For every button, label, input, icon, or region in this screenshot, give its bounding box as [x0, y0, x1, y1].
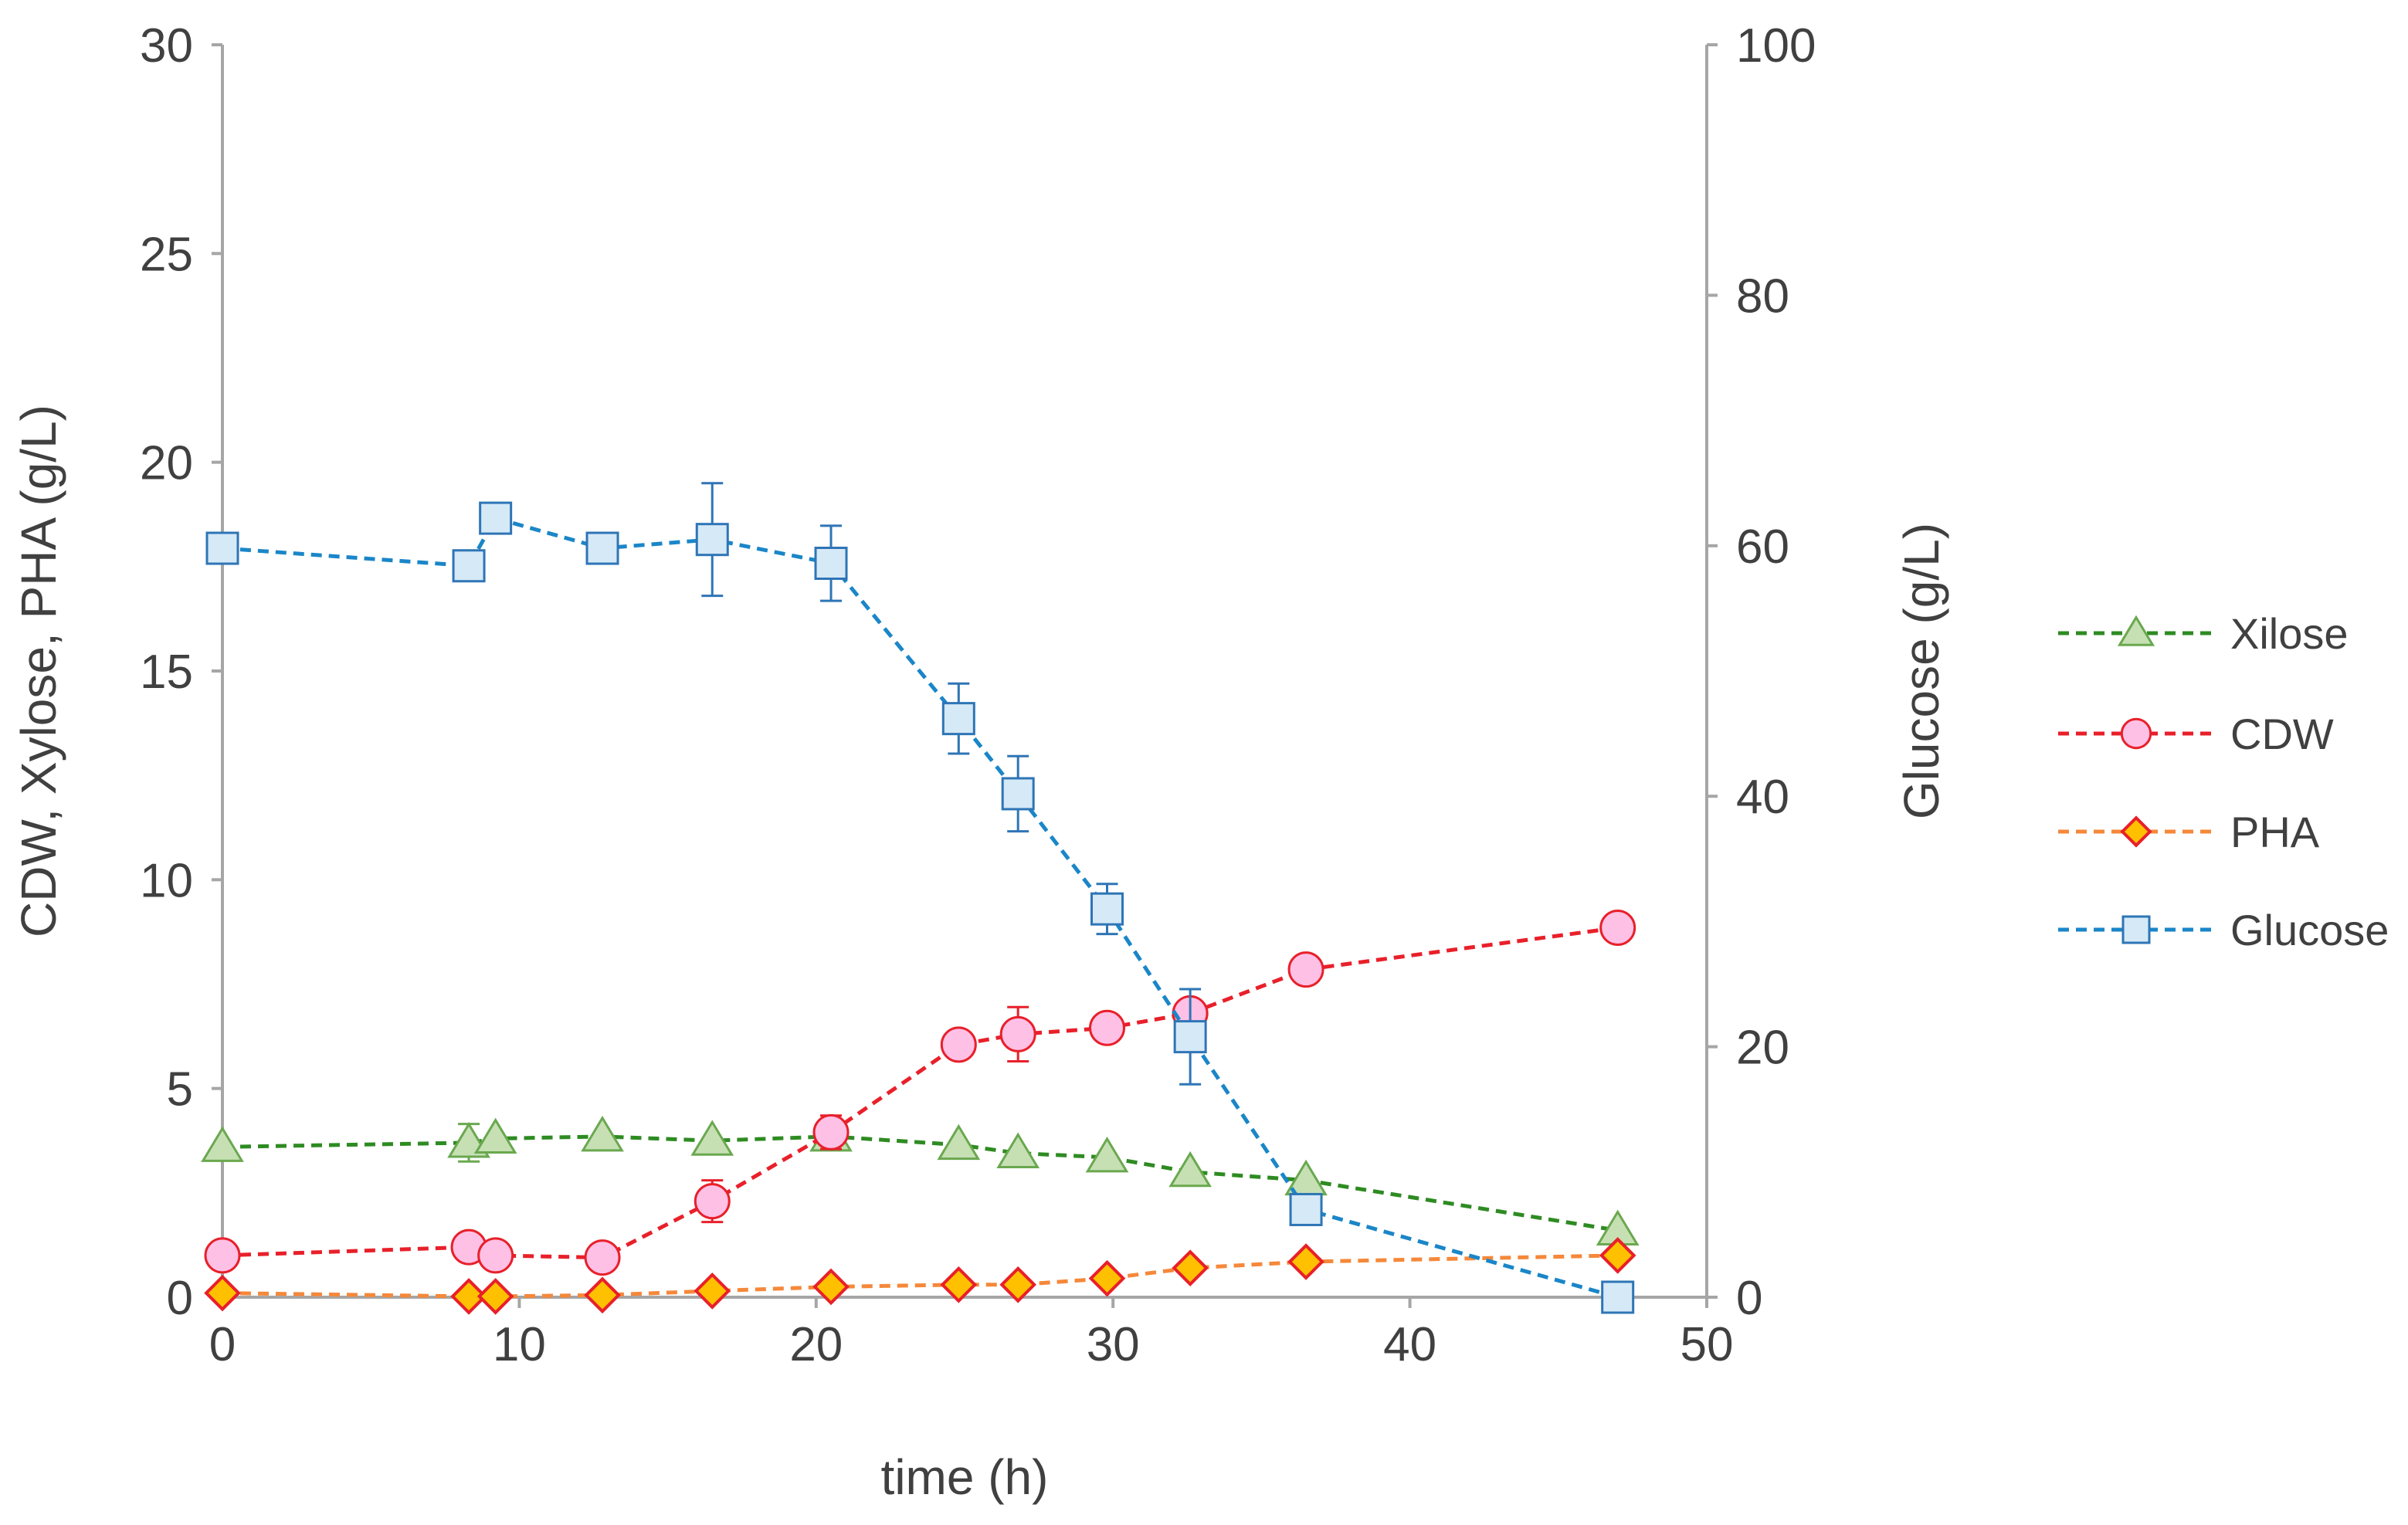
legend-label: Glucose [2230, 906, 2389, 954]
xilose-point [1168, 1151, 1212, 1188]
pha-point [1287, 1243, 1324, 1280]
glucose-point [941, 702, 975, 736]
series-cdw [204, 910, 1636, 1276]
glucose-point [1090, 892, 1124, 926]
series-layer [201, 482, 1640, 1315]
y-left-axis-title: CDW, Xylose, PHA (g/L) [11, 405, 66, 937]
y-left-tick-label: 20 [140, 437, 193, 490]
series-xilose [201, 1115, 1640, 1245]
pha-line [222, 1253, 1618, 1299]
legend-label: Xilose [2230, 609, 2349, 658]
glucose-point [1001, 777, 1035, 811]
glucose-point [205, 531, 239, 565]
pha-point [584, 1276, 621, 1314]
y-left-tick-label: 25 [140, 228, 193, 281]
x-tick-label: 20 [789, 1318, 843, 1371]
glucose-point [479, 501, 513, 535]
cdw-point [999, 1015, 1036, 1052]
cdw-point [477, 1237, 514, 1274]
series-glucose [205, 482, 1635, 1314]
glucose-point [1289, 1192, 1323, 1226]
x-tick-label: 30 [1087, 1318, 1140, 1371]
x-tick-label: 50 [1681, 1318, 1734, 1371]
y-right-tick-label: 0 [1736, 1272, 1762, 1325]
cdw-line [222, 926, 1619, 1260]
legend-marker [2121, 915, 2151, 944]
pha-point [999, 1266, 1037, 1303]
y-right-axis-title: Glucose (g/L) [1894, 523, 1949, 819]
y-right-tick-label: 60 [1736, 520, 1789, 574]
x-tick-label: 40 [1383, 1318, 1436, 1371]
series-pha [204, 1237, 1636, 1315]
pha-point [1088, 1259, 1126, 1297]
xilose-point [690, 1120, 734, 1156]
xilose-point [581, 1115, 624, 1152]
xilose-point [1085, 1136, 1129, 1173]
xilose-point [473, 1117, 517, 1154]
y-left-tick-label: 15 [140, 646, 193, 699]
pha-point [1599, 1237, 1636, 1274]
pha-point [940, 1266, 978, 1303]
glucose-point [1601, 1280, 1635, 1314]
glucose-point [814, 547, 848, 581]
pha-point [450, 1278, 487, 1315]
cdw-point [1089, 1009, 1126, 1046]
y-left-tick-label: 5 [167, 1063, 193, 1117]
y-left-tick-label: 0 [167, 1272, 193, 1325]
pha-point [204, 1274, 241, 1312]
cdw-point [694, 1183, 731, 1220]
cdw-point [1599, 910, 1636, 947]
cdw-point [940, 1026, 977, 1063]
legend-label: PHA [2230, 808, 2320, 856]
pha-point [1172, 1249, 1209, 1286]
cdw-point [584, 1239, 621, 1276]
glucose-point [1173, 1020, 1207, 1054]
pha-point [477, 1278, 514, 1315]
cdw-point [204, 1237, 241, 1274]
x-tick-label: 10 [493, 1318, 546, 1371]
glucose-point [452, 549, 486, 583]
x-tick-label: 0 [209, 1318, 236, 1371]
legend-item-xilose: Xilose [2058, 609, 2349, 658]
y-left-tick-label: 10 [140, 854, 193, 907]
xilose-line [222, 1134, 1619, 1232]
xilose-point [937, 1123, 981, 1161]
y-right-tick-label: 20 [1736, 1022, 1789, 1075]
legend-item-glucose: Glucose [2058, 906, 2389, 954]
xilose-point [201, 1126, 244, 1162]
glucose-line [222, 516, 1619, 1300]
cdw-point [1287, 951, 1324, 988]
y-left-tick-label: 30 [140, 19, 193, 73]
legend-label: CDW [2230, 710, 2334, 758]
legend-marker [2117, 615, 2155, 646]
y-right-tick-label: 40 [1736, 771, 1789, 824]
legend-marker [2120, 815, 2152, 848]
glucose-point [585, 531, 619, 565]
legend: Xilose CDW PHA Glucose [2058, 609, 2389, 954]
legend-marker [2120, 717, 2152, 750]
x-axis-title: time (h) [881, 1449, 1049, 1505]
cdw-point [812, 1113, 850, 1151]
pha-point [812, 1268, 850, 1306]
legend-item-cdw: CDW [2058, 710, 2334, 758]
xilose-point [996, 1132, 1040, 1168]
pha-point [694, 1273, 731, 1310]
y-right-tick-label: 100 [1736, 19, 1816, 73]
legend-item-pha: PHA [2058, 808, 2320, 856]
glucose-point [695, 523, 729, 557]
y-right-tick-label: 80 [1736, 269, 1789, 323]
